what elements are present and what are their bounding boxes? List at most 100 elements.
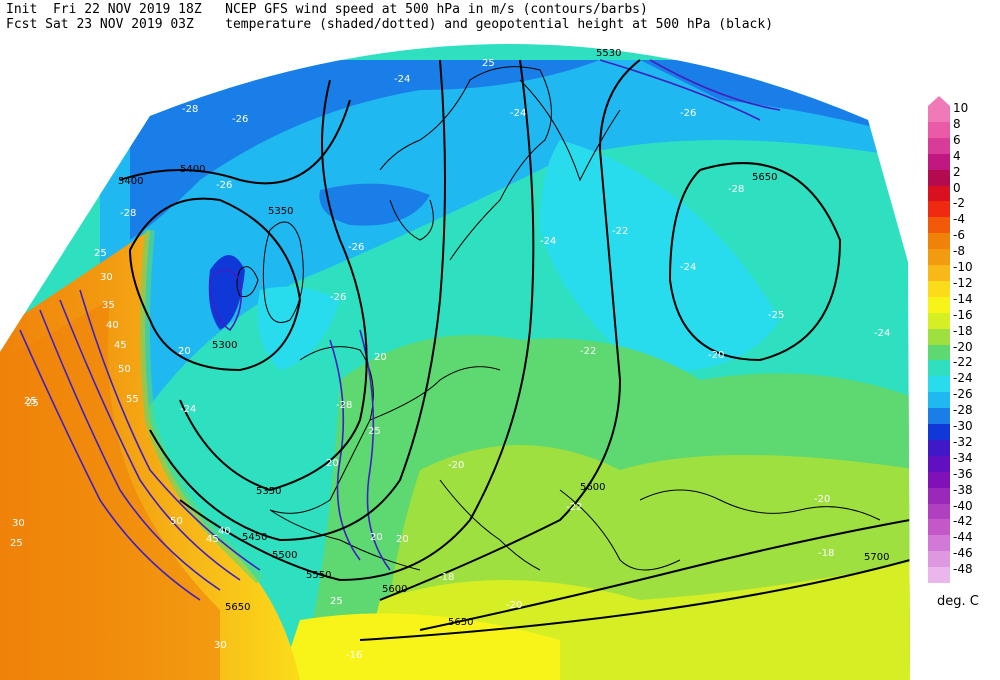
wind-label: 30: [214, 640, 227, 651]
wind-label: 25: [330, 596, 343, 607]
height-label: 5700: [864, 552, 889, 563]
temperature-label: -28: [120, 208, 136, 219]
legend-color-box: [928, 137, 950, 155]
height-label: 5300: [212, 340, 237, 351]
legend-color-box: [928, 121, 950, 139]
temperature-label: -26: [232, 114, 248, 125]
wind-label: 25: [26, 398, 39, 409]
legend-color-box: [928, 328, 950, 345]
legend-label: -26: [953, 387, 973, 402]
height-label: 5600: [382, 584, 407, 595]
legend-color-box: [928, 408, 950, 425]
legend-label: -42: [953, 514, 973, 529]
height-label: 5600: [580, 482, 605, 493]
wind-label: 20: [178, 346, 191, 357]
init-time: Init Fri 22 NOV 2019 18Z: [6, 2, 202, 17]
temperature-label: -25: [768, 310, 784, 321]
legend-label: -28: [953, 403, 973, 418]
legend-label: 4: [953, 148, 961, 163]
temperature-label: -28: [336, 400, 352, 411]
wind-label: 40: [218, 526, 231, 537]
legend-color-box: [928, 439, 950, 457]
height-label: 5400: [180, 164, 205, 175]
temperature-label: -22: [580, 346, 596, 357]
legend-color-box: [928, 153, 950, 171]
height-label: 5450: [242, 532, 267, 543]
legend-color-box: [928, 233, 950, 250]
height-label: 5650: [448, 617, 473, 628]
wind-label: 50: [170, 516, 183, 527]
legend-color-box: [928, 265, 950, 282]
legend-color-box: [928, 424, 950, 441]
legend-label: -48: [953, 562, 973, 577]
legend-color-box: [928, 106, 950, 123]
temperature-label: -16: [346, 650, 362, 661]
temperature-label: -26: [680, 108, 696, 119]
temperature-label: -26: [348, 242, 364, 253]
temperature-label: -22: [566, 502, 582, 513]
wind-contours: [19, 59, 781, 601]
legend-color-box: [928, 471, 950, 489]
height-label: 5350: [268, 206, 293, 217]
wind-labels: 25 30 35 40 45 50 55 25 20 20 25 20 30 2…: [10, 40, 665, 651]
title-line-2: temperature (shaded/dotted) and geopoten…: [225, 17, 774, 32]
wind-label: 45: [206, 534, 219, 545]
legend-label: -22: [953, 355, 973, 370]
wind-label: 25: [652, 40, 665, 51]
legend-units: deg. C: [937, 594, 979, 609]
legend-label: -8: [953, 244, 965, 259]
temperature-labels: -24 -26 -26 -26 -26 -28 -28 -28 -24 -22 …: [120, 74, 890, 661]
legend-color-box: [928, 360, 950, 377]
legend-color-box: [928, 551, 950, 568]
legend-label: -10: [953, 260, 973, 274]
temperature-label: -24: [540, 236, 556, 247]
temperature-label: -18: [818, 548, 834, 559]
legend-color-box: [928, 535, 950, 552]
temperature-label: -24: [510, 108, 526, 119]
legend-label: -44: [953, 530, 973, 545]
height-label: 5400: [118, 176, 143, 187]
legend-color-box: [928, 169, 950, 186]
legend-color-box: [928, 312, 950, 330]
weather-map: 5530 5400 5400 5350 5300 5350 5450 5500 …: [0, 40, 910, 680]
wind-label: 40: [106, 320, 119, 331]
legend-color-box: [928, 503, 950, 520]
forecast-time: Fcst Sat 23 NOV 2019 03Z: [6, 17, 194, 32]
legend-label: -4: [953, 212, 965, 227]
legend-color-box: [928, 249, 950, 266]
legend-color-box: [928, 376, 950, 393]
temperature-label: -26: [216, 180, 232, 191]
height-label: 5650: [225, 602, 250, 613]
legend-label: 6: [953, 132, 961, 147]
coastlines: [236, 66, 881, 571]
temperature-label: -24: [180, 404, 196, 415]
wind-label: 20: [374, 352, 387, 363]
wind-label: 20: [326, 458, 339, 469]
height-labels: 5530 5400 5400 5350 5300 5350 5450 5500 …: [118, 48, 889, 628]
legend-color-box: [928, 455, 950, 473]
legend-label: -36: [953, 466, 973, 481]
legend-label: -32: [953, 434, 973, 449]
legend-color-box: [928, 296, 950, 314]
wind-label: 35: [102, 300, 115, 311]
wind-label: 50: [118, 364, 131, 375]
legend-label: -6: [953, 228, 965, 243]
temperature-label: -28: [728, 184, 744, 195]
wind-label: 25: [10, 538, 23, 549]
legend-label: 8: [953, 116, 961, 131]
legend-color-box: [928, 519, 950, 536]
wind-label: 25: [24, 396, 37, 407]
legend-label: -40: [953, 498, 973, 513]
temperature-label: -18: [438, 572, 454, 583]
height-label: 5350: [256, 486, 281, 497]
legend-label: 2: [953, 164, 961, 179]
legend-label: -2: [953, 196, 965, 211]
temperature-label: -20: [708, 350, 724, 361]
legend-color-box: [928, 201, 950, 218]
legend-color-box: [928, 392, 950, 409]
height-contours: [119, 59, 910, 641]
legend-label: -24: [953, 371, 973, 386]
legend-label: 0: [953, 180, 961, 195]
legend-arrow-icon: [928, 96, 950, 106]
legend-label: -34: [953, 450, 973, 465]
